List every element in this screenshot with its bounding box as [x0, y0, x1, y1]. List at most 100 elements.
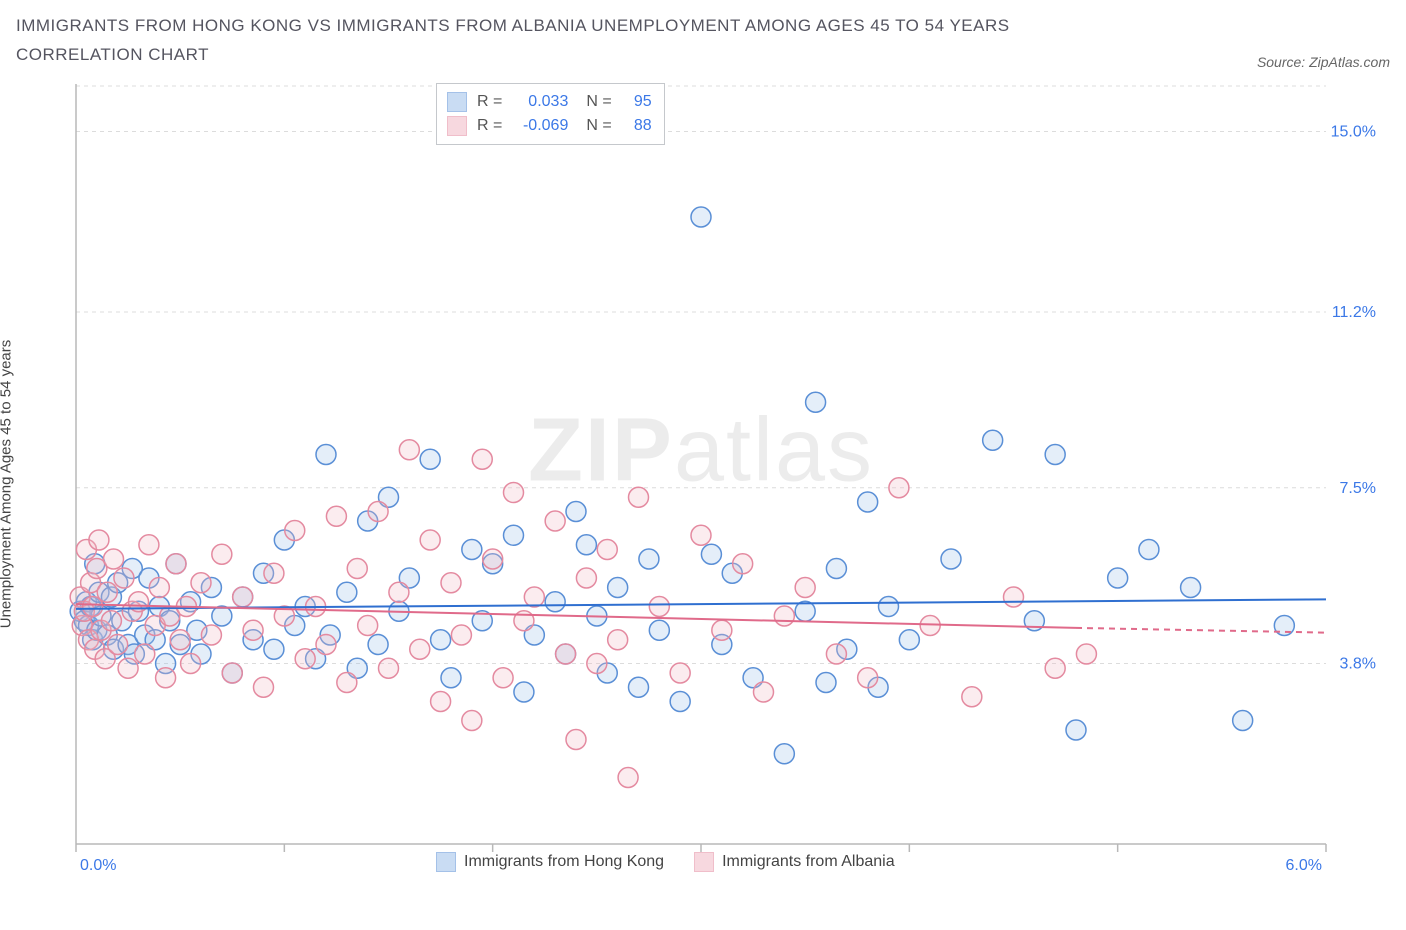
point [597, 539, 617, 559]
point [399, 440, 419, 460]
point [170, 630, 190, 650]
point [441, 668, 461, 688]
point [1139, 539, 1159, 559]
legend-swatch-hk [447, 92, 467, 112]
point [358, 615, 378, 635]
r-label: R = [477, 90, 502, 114]
point [114, 568, 134, 588]
point [754, 682, 774, 702]
point [618, 767, 638, 787]
legend-item-al: Immigrants from Albania [694, 852, 895, 872]
point [691, 207, 711, 227]
point [166, 554, 186, 574]
point [420, 449, 440, 469]
point [1181, 577, 1201, 597]
point [1045, 658, 1065, 678]
point [191, 573, 211, 593]
point [101, 611, 121, 631]
series-legend: Immigrants from Hong Kong Immigrants from… [436, 852, 895, 872]
scatter-chart: 3.8%7.5%11.2%15.0%0.0%6.0% [16, 74, 1386, 894]
point [889, 478, 909, 498]
point [701, 544, 721, 564]
point [139, 535, 159, 555]
point [441, 573, 461, 593]
trendline-hk [76, 599, 1326, 609]
point [576, 568, 596, 588]
y-axis-label: Unemployment Among Ages 45 to 54 years [0, 340, 15, 629]
point [431, 691, 451, 711]
point [795, 577, 815, 597]
point [483, 549, 503, 569]
point [649, 596, 669, 616]
point [104, 549, 124, 569]
point [556, 644, 576, 664]
point [941, 549, 961, 569]
svg-text:3.8%: 3.8% [1340, 655, 1376, 672]
point [337, 582, 357, 602]
point [316, 634, 336, 654]
header: IMMIGRANTS FROM HONG KONG VS IMMIGRANTS … [16, 12, 1390, 70]
point [545, 592, 565, 612]
point [1066, 720, 1086, 740]
point [254, 677, 274, 697]
point [629, 487, 649, 507]
point [431, 630, 451, 650]
n-value: 88 [622, 114, 652, 138]
point [879, 596, 899, 616]
legend-row-al: R =-0.069N =88 [447, 114, 652, 138]
point [212, 544, 232, 564]
point [420, 530, 440, 550]
source-label: Source: ZipAtlas.com [1257, 54, 1390, 70]
point [639, 549, 659, 569]
point [264, 563, 284, 583]
point [806, 392, 826, 412]
point [649, 620, 669, 640]
point [156, 668, 176, 688]
svg-text:7.5%: 7.5% [1340, 480, 1376, 497]
point [816, 672, 836, 692]
legend-swatch-al [694, 852, 714, 872]
source-prefix: Source: [1257, 54, 1309, 70]
point [97, 582, 117, 602]
legend-item-hk: Immigrants from Hong Kong [436, 852, 664, 872]
point [462, 710, 482, 730]
point [222, 663, 242, 683]
n-value: 95 [622, 90, 652, 114]
n-label: N = [586, 114, 611, 138]
point [1076, 644, 1096, 664]
point [1233, 710, 1253, 730]
r-label: R = [477, 114, 502, 138]
point [670, 663, 690, 683]
point [493, 668, 513, 688]
point [587, 653, 607, 673]
svg-text:15.0%: 15.0% [1331, 123, 1376, 140]
point [1045, 444, 1065, 464]
point [608, 630, 628, 650]
point [1108, 568, 1128, 588]
point [135, 644, 155, 664]
point [712, 620, 732, 640]
point [858, 668, 878, 688]
point [774, 606, 794, 626]
point [149, 577, 169, 597]
point [691, 525, 711, 545]
point [264, 639, 284, 659]
point [983, 430, 1003, 450]
point [670, 691, 690, 711]
point [118, 658, 138, 678]
legend-label: Immigrants from Hong Kong [464, 853, 664, 871]
legend-swatch-hk [436, 852, 456, 872]
point [201, 625, 221, 645]
point [368, 501, 388, 521]
point [451, 625, 471, 645]
point [566, 729, 586, 749]
point [212, 606, 232, 626]
point [89, 530, 109, 550]
point [285, 520, 305, 540]
point [504, 525, 524, 545]
point [337, 672, 357, 692]
point [347, 558, 367, 578]
point [233, 587, 253, 607]
legend-label: Immigrants from Albania [722, 853, 895, 871]
point [326, 506, 346, 526]
